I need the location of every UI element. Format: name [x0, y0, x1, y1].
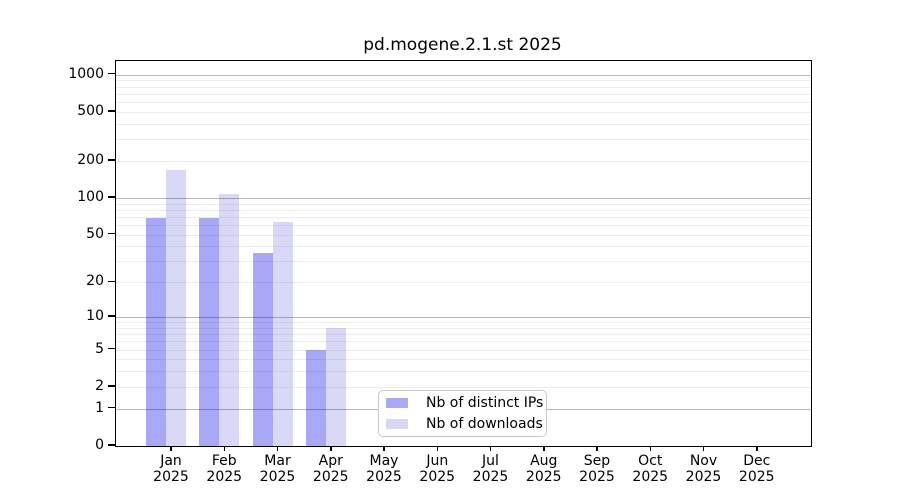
y-gridline-2 — [116, 386, 811, 388]
y-tick-500 — [108, 110, 115, 112]
y-tick-1 — [108, 406, 115, 409]
y-tick-label-10: 10 — [86, 308, 104, 325]
y-gridline-600 — [116, 102, 811, 104]
y-tick-label-0: 0 — [95, 437, 104, 453]
y-tick-label-1000: 1000 — [68, 65, 104, 82]
x-tick-label-aug: Aug 2025 — [525, 453, 562, 485]
y-gridline-70 — [116, 216, 811, 218]
y-gridline-80 — [116, 209, 811, 211]
plot-area — [115, 60, 812, 447]
x-tick-label-dec: Dec 2025 — [738, 453, 775, 485]
bar-downloads-apr — [325, 327, 346, 446]
y-gridline-8 — [116, 327, 811, 329]
x-tick-jan — [170, 446, 172, 451]
bars-layer — [116, 61, 811, 446]
y-tick-label-20: 20 — [86, 273, 104, 290]
y-tick-10 — [108, 315, 115, 317]
x-tick-label-jan: Jan 2025 — [153, 453, 189, 485]
y-gridline-10 — [116, 317, 811, 319]
y-tick-label-500: 500 — [77, 102, 104, 119]
x-tick-label-jul: Jul 2025 — [472, 453, 509, 485]
y-gridline-900 — [116, 80, 811, 82]
x-tick-feb — [223, 446, 225, 451]
bar-downloads-mar — [272, 221, 293, 446]
legend-item-distinct-ips: Nb of distinct IPs — [386, 395, 546, 411]
y-tick-50 — [108, 232, 115, 235]
legend-label-downloads: Nb of downloads — [426, 416, 543, 432]
x-tick-nov — [702, 446, 705, 451]
y-gridline-800 — [116, 86, 811, 88]
y-gridline-200 — [116, 160, 811, 162]
y-tick-label-2: 2 — [95, 377, 104, 394]
grid-layer — [116, 61, 811, 446]
x-tick-label-apr: Apr 2025 — [312, 453, 349, 485]
x-tick-oct — [649, 446, 651, 451]
y-gridline-60 — [116, 225, 811, 227]
chart-title: pd.mogene.2.1.st 2025 — [363, 35, 562, 55]
y-gridline-4 — [116, 359, 811, 361]
y-gridline-30 — [116, 261, 811, 263]
bar-downloads-feb — [219, 193, 240, 446]
y-tick-label-5: 5 — [95, 340, 104, 357]
x-tick-may — [383, 446, 385, 451]
y-gridline-20 — [116, 282, 811, 284]
y-tick-2 — [108, 385, 115, 387]
y-gridline-500 — [116, 111, 811, 113]
bar-distinct-ips-feb — [199, 218, 220, 446]
y-gridline-400 — [116, 123, 811, 125]
x-tick-jun — [436, 446, 438, 451]
y-gridline-90 — [116, 203, 811, 205]
x-tick-label-feb: Feb 2025 — [206, 453, 243, 485]
y-tick-20 — [108, 280, 115, 283]
y-tick-100 — [108, 196, 115, 198]
y-tick-label-100: 100 — [77, 188, 104, 205]
x-tick-label-mar: Mar 2025 — [259, 453, 296, 485]
y-tick-label-50: 50 — [86, 225, 104, 242]
y-gridline-5 — [116, 349, 811, 351]
bar-distinct-ips-jan — [146, 218, 166, 446]
x-tick-dec — [756, 446, 758, 451]
x-tick-aug — [543, 446, 545, 451]
x-tick-mar — [276, 446, 279, 451]
y-tick-0 — [108, 444, 115, 446]
y-gridline-1000 — [116, 74, 811, 76]
y-gridline-7 — [116, 334, 811, 336]
x-tick-label-jun: Jun 2025 — [419, 453, 456, 485]
y-gridline-40 — [116, 246, 811, 248]
x-tick-label-nov: Nov 2025 — [685, 453, 722, 485]
y-tick-label-1: 1 — [95, 399, 104, 416]
x-tick-label-sep: Sep 2025 — [579, 453, 615, 485]
bar-downloads-jan — [166, 169, 186, 446]
y-tick-200 — [108, 159, 115, 161]
legend-item-downloads: Nb of downloads — [386, 416, 546, 432]
y-tick-label-200: 200 — [77, 151, 104, 168]
y-gridline-300 — [116, 139, 811, 141]
y-gridline-700 — [116, 93, 811, 95]
bar-distinct-ips-mar — [252, 253, 273, 446]
y-tick-5 — [108, 347, 115, 350]
legend-swatch-downloads — [386, 419, 408, 429]
y-gridline-6 — [116, 341, 811, 343]
legend-label-distinct-ips: Nb of distinct IPs — [426, 395, 544, 411]
y-gridline-9 — [116, 322, 811, 324]
x-tick-label-may: May 2025 — [366, 453, 402, 485]
y-gridline-3 — [116, 371, 811, 373]
bar-distinct-ips-apr — [305, 349, 326, 446]
legend-swatch-distinct-ips — [386, 398, 408, 408]
y-gridline-100 — [116, 197, 811, 199]
y-tick-1000 — [108, 72, 115, 75]
legend: Nb of distinct IPs Nb of downloads — [378, 390, 547, 437]
x-tick-sep — [596, 446, 598, 451]
x-tick-apr — [330, 446, 332, 451]
x-tick-label-oct: Oct 2025 — [632, 453, 669, 485]
y-gridline-50 — [116, 234, 811, 236]
x-tick-jul — [489, 446, 492, 451]
